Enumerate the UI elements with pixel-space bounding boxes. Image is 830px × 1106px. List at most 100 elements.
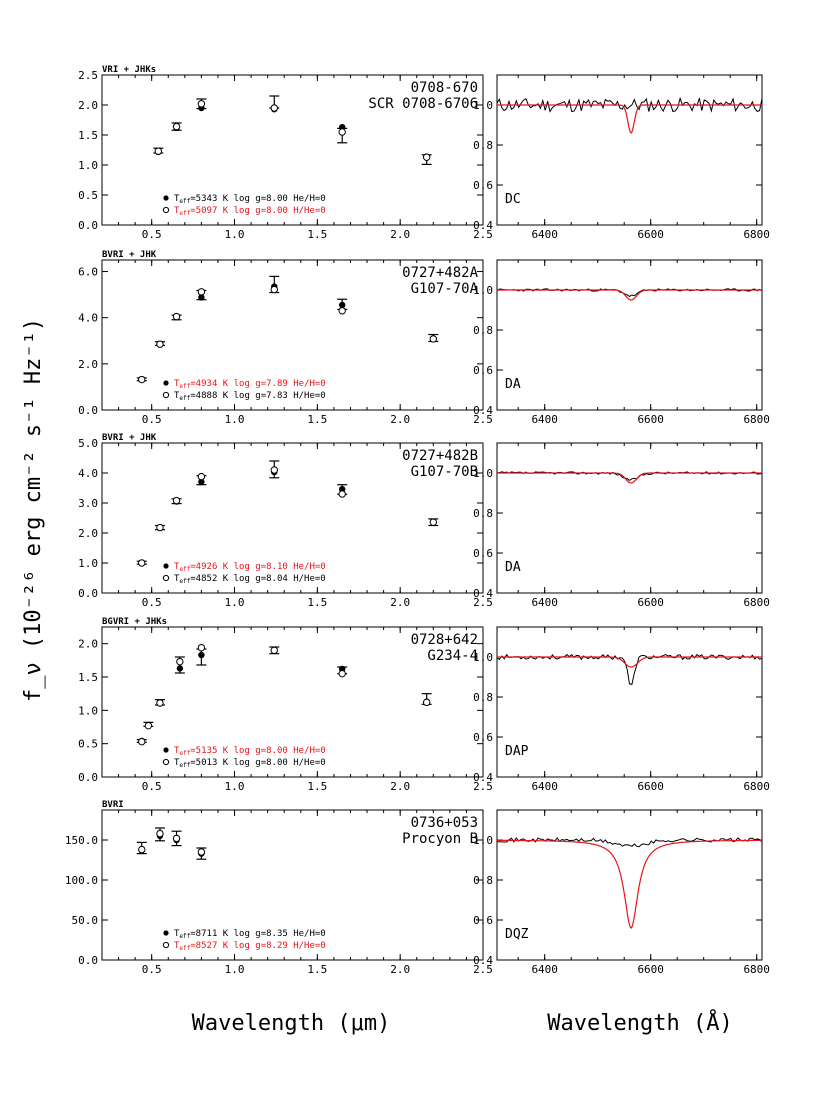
model-point-open xyxy=(429,335,438,343)
model-point-open xyxy=(138,845,146,854)
model-point-open xyxy=(172,496,181,505)
legend-marker-filled xyxy=(163,380,169,386)
x-tick-label: 2.0 xyxy=(390,596,410,609)
spec-y-tick-label: 0.8 xyxy=(473,507,493,520)
spectrum-panel-2: 6400 6600 6800 0.4 0.6 0.8 1.0 DA xyxy=(473,259,770,426)
sed-frame xyxy=(101,809,484,961)
y-tick-label: 1.5 xyxy=(78,671,98,684)
y-tick-label: 0.0 xyxy=(78,771,98,784)
y-tick-label: 2.0 xyxy=(78,638,98,651)
object-id: 0736+053 xyxy=(411,815,478,831)
x-tick-label: 1.0 xyxy=(225,963,245,976)
spec-y-tick-label: 0.4 xyxy=(473,219,493,232)
model-point-open xyxy=(338,669,346,678)
x-tick-label: 2.5 xyxy=(473,963,493,976)
y-tick-label: 0.0 xyxy=(78,587,98,600)
model-point-open xyxy=(270,646,278,655)
band-label: BVRI + JHK xyxy=(102,250,157,260)
spectral-type-label: DQZ xyxy=(505,927,529,942)
x-axis-label-left: Wavelength (μm) xyxy=(192,1011,391,1036)
model-point-open xyxy=(138,559,146,567)
object-id: 0708-670 xyxy=(411,80,478,96)
spec-x-tick-label: 6600 xyxy=(637,413,664,426)
y-tick-label: 4.0 xyxy=(78,312,98,325)
legend-marker-filled xyxy=(163,563,169,569)
legend-entry: Teff=5135 K log g=8.00 He/H=0 xyxy=(174,746,326,757)
y-tick-label: 2.0 xyxy=(78,358,98,371)
y-tick-label: 150.0 xyxy=(65,834,98,847)
legend-entry: Teff=5013 K log g=8.00 H/He=0 xyxy=(174,758,326,769)
x-tick-label: 2.0 xyxy=(390,413,410,426)
x-tick-label: 1.5 xyxy=(307,228,327,241)
legend-marker-open xyxy=(162,206,170,214)
model-spectrum xyxy=(497,289,762,301)
model-spectrum xyxy=(497,839,762,929)
x-tick-label: 1.0 xyxy=(225,596,245,609)
y-tick-label: 0.0 xyxy=(78,219,98,232)
spec-y-tick-label: 0.4 xyxy=(473,587,493,600)
object-name: G234-4 xyxy=(427,648,478,664)
object-name: Procyon B xyxy=(402,831,478,847)
band-label: VRI + JHKs xyxy=(102,65,156,75)
y-tick-label: 4.0 xyxy=(78,467,98,480)
model-point-open xyxy=(197,848,206,856)
x-tick-label: 1.5 xyxy=(307,596,327,609)
y-tick-label: 100.0 xyxy=(65,874,98,887)
spectrum-frame xyxy=(496,442,763,594)
legend-entry: Teff=5097 K log g=8.00 H/He=0 xyxy=(174,206,326,217)
sed-frame xyxy=(101,626,484,778)
y-tick-label: 1.5 xyxy=(78,129,98,142)
y-tick-label: 1.0 xyxy=(78,704,98,717)
spectral-type-label: DA xyxy=(505,560,521,575)
model-point-open xyxy=(422,153,431,161)
sed-frame xyxy=(101,442,484,594)
model-point-open xyxy=(156,829,164,838)
x-tick-label: 1.5 xyxy=(307,963,327,976)
spectral-type-label: DC xyxy=(505,192,521,207)
spec-x-tick-label: 6400 xyxy=(531,228,558,241)
x-tick-label: 1.5 xyxy=(307,780,327,793)
model-point-open xyxy=(172,312,181,321)
legend-marker-open xyxy=(162,758,170,766)
sed-frame xyxy=(101,74,484,226)
model-point-filled xyxy=(338,301,346,309)
sed-frame xyxy=(101,259,484,411)
model-point-open xyxy=(338,307,346,315)
spec-y-tick-label: 1.0 xyxy=(473,99,493,112)
spec-x-tick-label: 6400 xyxy=(531,596,558,609)
observed-spectrum xyxy=(496,653,763,685)
spec-x-tick-label: 6400 xyxy=(531,963,558,976)
y-tick-label: 50.0 xyxy=(72,914,99,927)
spec-y-tick-label: 0.6 xyxy=(473,914,493,927)
object-name: G107-70B xyxy=(411,464,478,480)
model-point-open xyxy=(197,288,206,296)
object-id: 0727+482A xyxy=(402,265,478,281)
spec-y-tick-label: 1.0 xyxy=(473,651,493,664)
legend-entry: Teff=4852 K log g=8.04 H/He=0 xyxy=(174,574,326,585)
spectrum-panel-3: 6400 6600 6800 0.4 0.6 0.8 1.0 DA xyxy=(473,442,770,609)
spec-x-tick-label: 6600 xyxy=(637,228,664,241)
model-point-open xyxy=(197,643,206,652)
model-point-open xyxy=(138,737,146,746)
y-tick-label: 0.5 xyxy=(78,189,98,202)
x-tick-label: 2.5 xyxy=(473,228,493,241)
y-tick-label: 2.5 xyxy=(78,69,98,82)
legend-entry: Teff=8711 K log g=8.35 He/H=0 xyxy=(174,929,326,940)
object-name: G107-70A xyxy=(411,281,479,297)
model-point-open xyxy=(429,518,438,526)
model-point-open xyxy=(338,490,346,498)
spectrum-frame xyxy=(496,809,763,961)
x-tick-label: 2.0 xyxy=(390,228,410,241)
y-tick-label: 0.0 xyxy=(78,404,98,417)
model-spectrum xyxy=(497,472,762,484)
spec-y-tick-label: 0.8 xyxy=(473,691,493,704)
spec-x-tick-label: 6800 xyxy=(743,963,770,976)
x-tick-label: 1.0 xyxy=(225,228,245,241)
model-point-open xyxy=(270,104,278,112)
x-tick-label: 1.0 xyxy=(225,780,245,793)
x-tick-label: 2.5 xyxy=(473,780,493,793)
model-point-open xyxy=(422,698,431,707)
